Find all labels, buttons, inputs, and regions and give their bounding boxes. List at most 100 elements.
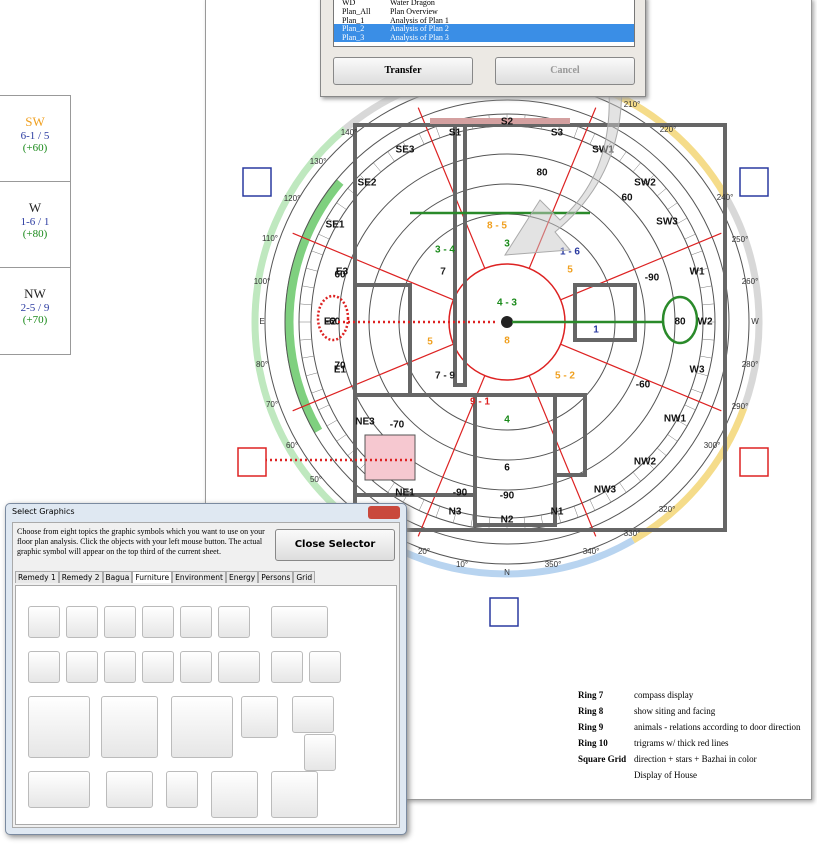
degree-label: 300° xyxy=(704,441,721,450)
graphic-icon[interactable] xyxy=(180,606,212,638)
close-selector-button[interactable]: Close Selector xyxy=(275,529,395,561)
star-number: 7 xyxy=(440,267,446,278)
compass-tick xyxy=(656,188,667,197)
sector-label: NW1 xyxy=(664,414,687,425)
ring-text: Display of House xyxy=(634,770,697,780)
graphic-icon[interactable] xyxy=(171,696,233,758)
graphic-icon[interactable] xyxy=(292,696,334,733)
graphic-icon[interactable] xyxy=(211,771,258,818)
graphic-icon[interactable] xyxy=(218,651,260,683)
sector-label: W1 xyxy=(690,267,705,278)
compass-tick xyxy=(691,250,703,256)
graphic-icon[interactable] xyxy=(271,606,328,638)
transfer-button[interactable]: Transfer xyxy=(333,57,473,85)
cancel-button[interactable]: Cancel xyxy=(495,57,635,85)
compass-center xyxy=(501,316,513,328)
graphic-icon[interactable] xyxy=(104,651,136,683)
compass-tick xyxy=(589,133,596,145)
dialog-title: Select Graphics xyxy=(12,507,75,516)
graphic-icon[interactable] xyxy=(180,651,212,683)
degree-label: 290° xyxy=(732,402,749,411)
graphic-icon[interactable] xyxy=(66,606,98,638)
sector-label: E3 xyxy=(336,267,349,278)
sector-label: SE3 xyxy=(396,145,415,156)
animal-icon xyxy=(489,597,519,627)
graphic-icon[interactable] xyxy=(104,606,136,638)
star-number: 4 - 3 xyxy=(497,298,517,309)
graphic-icon[interactable] xyxy=(166,771,198,808)
ring-name: Ring 8 xyxy=(578,706,604,716)
plan-row[interactable]: Plan_3 Analysis of Plan 3 xyxy=(334,33,634,42)
tab[interactable]: Remedy 2 xyxy=(58,571,103,583)
compass-tick xyxy=(435,126,441,138)
graphic-icon[interactable] xyxy=(101,696,158,758)
sector-label: E2 xyxy=(324,317,337,328)
trigram-line xyxy=(560,232,722,301)
trigram-line xyxy=(417,107,486,269)
plan-code: Plan_All xyxy=(342,6,371,16)
compass-tick xyxy=(699,285,712,289)
legend-row: Ring 8 show siting and facing xyxy=(578,706,800,722)
sector-label: W2 xyxy=(698,317,713,328)
graphic-icon[interactable] xyxy=(309,651,341,683)
ring-name: Square Grid xyxy=(578,754,627,764)
tab[interactable]: Remedy 1 xyxy=(15,571,59,583)
bed xyxy=(364,434,416,481)
compass-tick xyxy=(373,162,382,173)
graphic-icon[interactable] xyxy=(271,651,303,683)
graphic-icon[interactable] xyxy=(28,606,60,638)
graphic-icon[interactable] xyxy=(142,651,174,683)
star-number: -60 xyxy=(636,380,651,391)
direction-cell: SW 6-1 / 5 (+60) xyxy=(0,96,70,182)
ring-text: animals - relations according to door di… xyxy=(634,722,801,732)
compass-tick xyxy=(619,482,627,493)
plan-name: Analysis of Plan 1 xyxy=(390,15,449,25)
tab[interactable]: Furniture xyxy=(132,571,173,583)
sector-label: NE1 xyxy=(395,488,415,499)
graphic-icon[interactable] xyxy=(106,771,153,808)
tab[interactable]: Energy xyxy=(225,571,259,583)
graphic-icon[interactable] xyxy=(142,606,174,638)
graphic-icon[interactable] xyxy=(66,651,98,683)
direction: NW xyxy=(24,286,46,301)
graphic-icon[interactable] xyxy=(28,771,90,808)
degree-label: 70° xyxy=(266,400,278,409)
graphic-icon[interactable] xyxy=(218,606,250,638)
tab[interactable]: Bagua xyxy=(102,571,133,583)
door xyxy=(430,118,570,124)
marker xyxy=(661,295,699,345)
plan-name: Plan Overview xyxy=(390,6,438,16)
graphic-icon[interactable] xyxy=(271,771,318,818)
wall xyxy=(353,283,412,397)
graphic-icon[interactable] xyxy=(241,696,278,738)
plan-row[interactable]: Plan_2 Analysis of Plan 2 xyxy=(334,24,634,33)
color-ring xyxy=(399,537,635,578)
degree-label: 240° xyxy=(717,193,734,202)
ring-text: compass display xyxy=(634,690,694,700)
tab[interactable]: Environment xyxy=(172,571,226,583)
tab[interactable]: Persons xyxy=(258,571,294,583)
plan-row[interactable]: WD Water Dragon xyxy=(334,0,634,7)
plan-code: Plan_3 xyxy=(342,33,365,43)
degree-label: 210° xyxy=(624,100,641,109)
ring-name: Ring 10 xyxy=(578,738,608,748)
compass-tick xyxy=(696,372,708,377)
plan-name: Water Dragon xyxy=(390,0,435,7)
plan-row[interactable]: Plan_All Plan Overview xyxy=(334,7,634,16)
compass-tick xyxy=(645,174,655,184)
degree-label: 320° xyxy=(659,505,676,514)
close-x[interactable] xyxy=(368,506,400,519)
compass-tick xyxy=(676,419,688,427)
plan-row[interactable]: Plan_1 Analysis of Plan 1 xyxy=(334,16,634,25)
star-number: -60 xyxy=(326,317,341,328)
tab[interactable]: Grid xyxy=(293,571,316,583)
graphic-icon[interactable] xyxy=(28,696,90,758)
graphic-icon[interactable] xyxy=(304,734,336,771)
compass-tick xyxy=(667,202,678,210)
star-number: 4 xyxy=(504,415,510,426)
graphic-icon[interactable] xyxy=(28,651,60,683)
star-number: 80 xyxy=(536,168,548,179)
sector-label: W3 xyxy=(690,365,705,376)
compass-tick xyxy=(632,162,641,173)
tabs: Remedy 1 Remedy 2 Bagua Furniture Environmen… xyxy=(15,571,316,583)
